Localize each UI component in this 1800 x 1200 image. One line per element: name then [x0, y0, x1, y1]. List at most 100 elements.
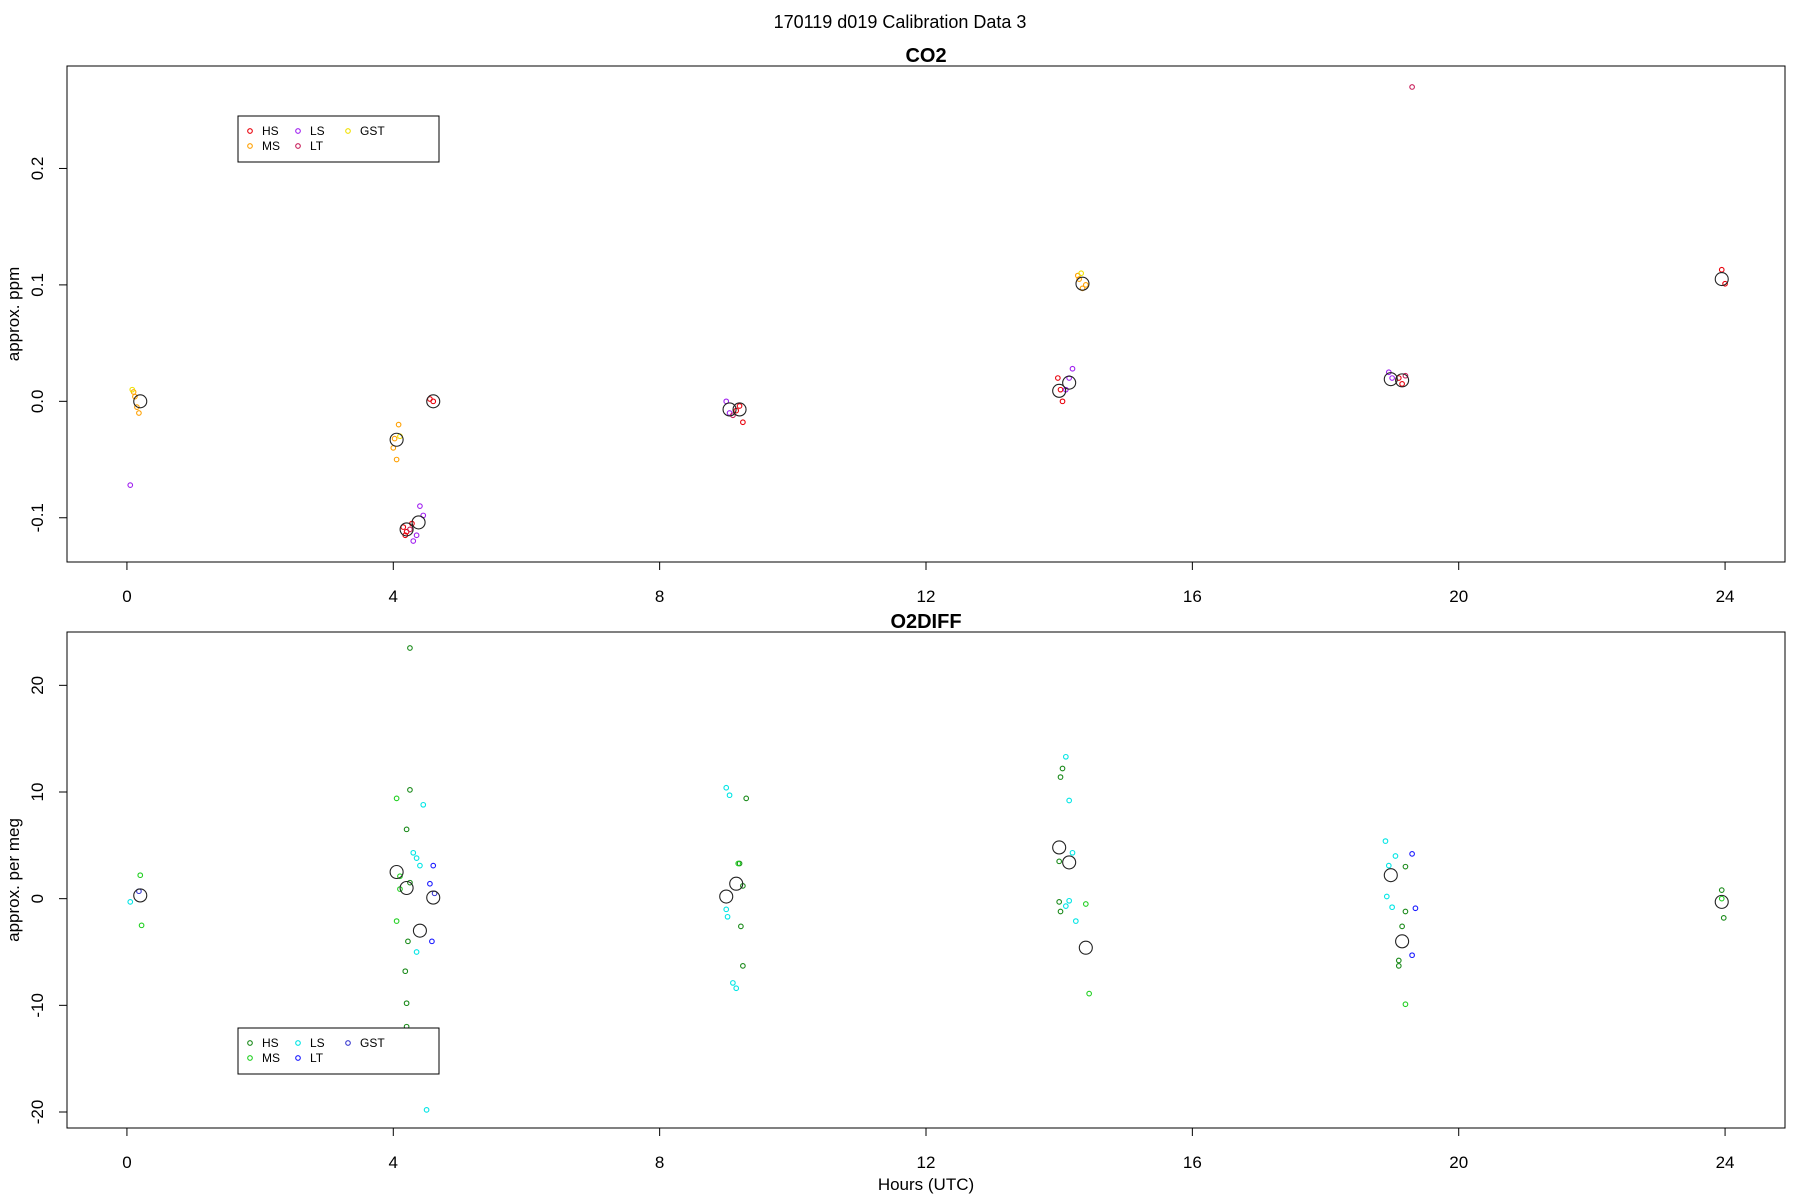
y-axis-label: approx. per meg — [4, 818, 23, 942]
legend-label: MS — [262, 139, 280, 153]
mean-marker — [1052, 840, 1067, 855]
mean-marker — [1078, 940, 1093, 955]
data-point — [1395, 957, 1402, 964]
data-point — [1062, 753, 1069, 760]
y-tick-label: 0.2 — [28, 157, 47, 181]
series-hs — [400, 266, 1728, 539]
legend-label: LS — [310, 124, 325, 138]
data-point — [403, 826, 410, 833]
legend-label: LT — [310, 139, 324, 153]
data-point — [1718, 887, 1725, 893]
y-tick-label: -20 — [28, 1100, 47, 1125]
legend-label: HS — [262, 1036, 279, 1050]
data-point — [1395, 963, 1402, 969]
data-point — [413, 532, 420, 539]
mean-marker — [1395, 934, 1410, 949]
data-point — [1409, 851, 1415, 857]
data-point — [393, 456, 400, 463]
data-point — [1076, 276, 1083, 282]
data-point — [405, 938, 411, 945]
data-point — [1402, 908, 1409, 915]
mean-marker — [426, 890, 441, 905]
x-tick-label: 24 — [1716, 1153, 1735, 1172]
data-point — [127, 482, 134, 489]
data-point — [1402, 372, 1409, 379]
mean-marker — [133, 394, 148, 409]
data-point — [1059, 398, 1066, 405]
data-point — [1056, 858, 1063, 865]
y-tick-label: 0.1 — [28, 273, 47, 297]
data-point — [430, 862, 437, 869]
data-point — [410, 849, 417, 856]
y-tick-label: 0 — [28, 894, 47, 903]
legend-marker — [345, 1040, 351, 1046]
data-point — [1057, 386, 1064, 393]
data-point — [393, 795, 400, 802]
legend-marker — [247, 1040, 253, 1046]
data-point — [738, 923, 744, 930]
data-point — [1069, 849, 1076, 856]
legend-marker — [295, 1055, 301, 1061]
legend-label: LS — [310, 1036, 325, 1050]
data-point — [137, 872, 144, 879]
y-tick-label: 20 — [28, 676, 47, 695]
legend-marker — [345, 128, 351, 134]
panel-title: O2DIFF — [890, 611, 961, 633]
mean-marker — [1052, 383, 1067, 398]
data-point — [1402, 863, 1409, 870]
data-point — [417, 862, 423, 869]
y-tick-label: 10 — [28, 783, 47, 802]
data-point — [407, 879, 413, 886]
x-tick-label: 4 — [389, 587, 398, 606]
data-point — [423, 1107, 430, 1113]
legend-marker — [247, 128, 253, 134]
data-point — [1057, 774, 1064, 780]
mean-marker — [411, 515, 426, 530]
data-point — [417, 503, 423, 509]
data-point — [726, 792, 733, 799]
x-tick-label: 4 — [389, 1153, 398, 1172]
data-point — [1399, 923, 1405, 930]
mean-marker — [732, 402, 747, 417]
data-point — [1082, 901, 1089, 907]
series-hs — [402, 645, 1727, 1030]
data-point — [1399, 381, 1405, 387]
data-point — [1086, 990, 1092, 997]
panel-o2diff: O2DIFF 0 4 8 12 16 20 24 -20 -10 0 10 20 approx. per … — [4, 611, 1786, 1194]
data-point — [1056, 899, 1063, 905]
data-point — [1385, 862, 1392, 869]
data-point — [129, 386, 136, 393]
legend-box — [237, 115, 440, 163]
data-point — [1718, 266, 1725, 273]
data-point — [136, 410, 142, 416]
legend-marker — [295, 1040, 301, 1046]
x-tick-label: 8 — [655, 1153, 664, 1172]
mean-marker — [426, 394, 441, 409]
data-point — [397, 873, 403, 880]
legend-label: LT — [310, 1051, 324, 1065]
x-tick-label: 12 — [917, 1153, 936, 1172]
data-point — [1392, 853, 1399, 859]
data-point — [1409, 952, 1415, 959]
data-point — [420, 801, 427, 808]
data-point — [733, 985, 740, 992]
data-point — [1072, 918, 1079, 924]
data-point — [427, 880, 433, 887]
series-lt — [407, 84, 1415, 533]
data-point — [1066, 897, 1073, 904]
data-point — [407, 787, 413, 793]
data-point — [736, 403, 743, 409]
series-gst — [129, 270, 1085, 440]
mean-marker — [1383, 868, 1398, 883]
x-tick-label: 24 — [1716, 587, 1735, 606]
data-point — [743, 795, 750, 802]
mean-marker — [399, 522, 414, 537]
y-tick-label: 0.0 — [28, 390, 47, 414]
data-point — [391, 435, 398, 442]
panel-co2: CO2 0 4 8 12 16 20 24 -0.1 0.0 0.1 0.2 approx. ppm HS… — [4, 45, 1786, 606]
data-point — [403, 1000, 410, 1007]
x-tick-label: 20 — [1449, 1153, 1468, 1172]
